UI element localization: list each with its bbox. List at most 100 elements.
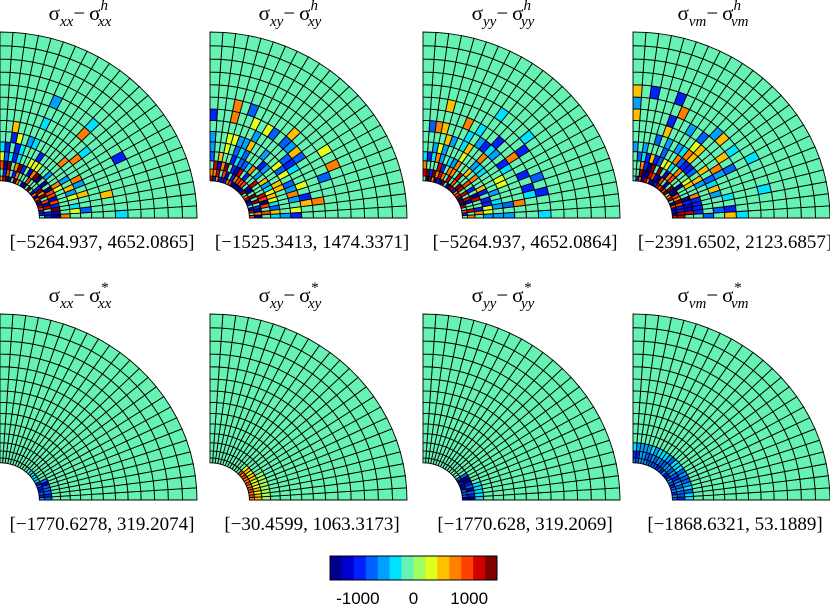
mesh-cell bbox=[422, 175, 427, 182]
mesh-cell bbox=[444, 328, 460, 345]
colorbar-tick-label: -1000 bbox=[336, 589, 379, 608]
panel-title: σxx− σh xx bbox=[49, 0, 112, 30]
mesh-cell bbox=[209, 31, 224, 47]
mesh-cell bbox=[216, 390, 226, 404]
range-label: [−5264.937, 4652.0865] bbox=[10, 232, 195, 253]
mesh-cell bbox=[0, 378, 9, 392]
mesh-cell bbox=[0, 141, 6, 153]
mesh-cell bbox=[632, 378, 642, 392]
mesh-cell bbox=[639, 108, 649, 122]
mesh-cell bbox=[433, 45, 448, 61]
mesh-cell bbox=[209, 168, 214, 177]
panel-title: σvm− σ* vm bbox=[678, 280, 749, 312]
mesh-cell bbox=[590, 488, 606, 501]
mesh-cell bbox=[632, 390, 642, 404]
mesh-cell bbox=[209, 340, 222, 355]
superscript: * bbox=[311, 280, 319, 296]
mesh-cell bbox=[21, 328, 37, 345]
mesh-cell bbox=[638, 402, 648, 415]
mesh-cell bbox=[429, 108, 439, 122]
mesh-cell bbox=[431, 71, 444, 87]
mesh-cell bbox=[0, 130, 7, 143]
mesh-cell bbox=[632, 450, 637, 459]
mesh-cell bbox=[632, 119, 641, 132]
mesh-cell bbox=[217, 96, 228, 111]
panel-title: σxx− σ* xx bbox=[49, 280, 112, 312]
panel-title: σvm− σh vm bbox=[678, 0, 749, 30]
subscript: vm bbox=[689, 296, 707, 312]
mesh-cell bbox=[432, 340, 446, 356]
mesh-cell bbox=[422, 168, 427, 177]
mesh-cell bbox=[167, 206, 183, 219]
mesh-cell bbox=[209, 160, 215, 170]
mesh-cell bbox=[7, 378, 18, 393]
subscript: xy bbox=[269, 14, 284, 30]
mesh-cell bbox=[632, 423, 639, 435]
mesh-panel bbox=[422, 31, 621, 219]
mesh-cell bbox=[422, 151, 429, 162]
mesh-cell bbox=[0, 108, 9, 122]
mesh-cell bbox=[642, 340, 656, 356]
mesh-cell bbox=[209, 390, 219, 404]
subscript: xx bbox=[59, 296, 74, 312]
mesh-cell bbox=[632, 168, 637, 177]
mesh-cell bbox=[114, 209, 129, 219]
mesh-cell bbox=[537, 209, 552, 219]
mesh-cell bbox=[209, 151, 216, 162]
mesh-cell bbox=[217, 378, 228, 393]
mesh-cell bbox=[209, 84, 220, 98]
mesh-cell bbox=[209, 108, 219, 122]
mesh-cell bbox=[324, 209, 339, 219]
mesh-cell bbox=[642, 58, 656, 74]
mesh-cell bbox=[209, 423, 216, 435]
mesh-cell bbox=[786, 489, 802, 501]
mesh-cell bbox=[590, 206, 606, 219]
operator: − bbox=[706, 1, 718, 25]
mesh-cell bbox=[644, 31, 660, 48]
mesh-cell bbox=[209, 442, 215, 452]
mesh-cell bbox=[233, 315, 249, 332]
subscript: xy bbox=[269, 296, 284, 312]
mesh-cell bbox=[0, 71, 11, 86]
mesh-cell bbox=[377, 488, 393, 501]
mesh-cell bbox=[221, 31, 237, 48]
mesh-cell bbox=[0, 401, 8, 414]
mesh-cell bbox=[632, 457, 637, 464]
mesh-cell bbox=[800, 206, 816, 219]
symbol: σ bbox=[89, 283, 100, 307]
subscript: xx bbox=[97, 296, 112, 312]
mesh-cell bbox=[217, 366, 229, 381]
mesh-cell bbox=[433, 327, 448, 343]
mesh-panel bbox=[632, 31, 830, 219]
mesh-cell bbox=[632, 401, 641, 414]
symbol: σ bbox=[512, 1, 523, 25]
mesh-cell bbox=[446, 315, 462, 332]
mesh-cell bbox=[216, 108, 226, 122]
mesh-panel bbox=[632, 313, 830, 501]
mesh-cell bbox=[209, 130, 217, 143]
mesh-cell bbox=[422, 84, 433, 98]
mesh-cell bbox=[654, 46, 670, 63]
mesh-cell bbox=[641, 353, 654, 369]
mesh-cell bbox=[632, 31, 647, 47]
symbol: σ bbox=[472, 1, 483, 25]
mesh-cell bbox=[7, 84, 19, 99]
mesh-cell bbox=[813, 475, 830, 490]
mesh-cell bbox=[209, 45, 223, 60]
mesh-cell bbox=[0, 442, 5, 452]
colorbar-swatch bbox=[425, 556, 438, 580]
symbol: σ bbox=[49, 283, 60, 307]
mesh-cell bbox=[218, 353, 231, 369]
mesh-cell bbox=[656, 33, 672, 50]
mesh-cell bbox=[656, 315, 672, 332]
mesh-cell bbox=[632, 433, 639, 444]
mesh-cell bbox=[422, 71, 434, 86]
mesh-cell bbox=[209, 96, 219, 110]
mesh-cell bbox=[377, 206, 393, 219]
mesh-cell bbox=[390, 475, 408, 490]
superscript: h bbox=[311, 0, 319, 14]
mesh-cell bbox=[5, 120, 15, 133]
mesh-cell bbox=[422, 366, 433, 380]
subscript: vm bbox=[731, 296, 749, 312]
mesh-cell bbox=[215, 120, 225, 133]
